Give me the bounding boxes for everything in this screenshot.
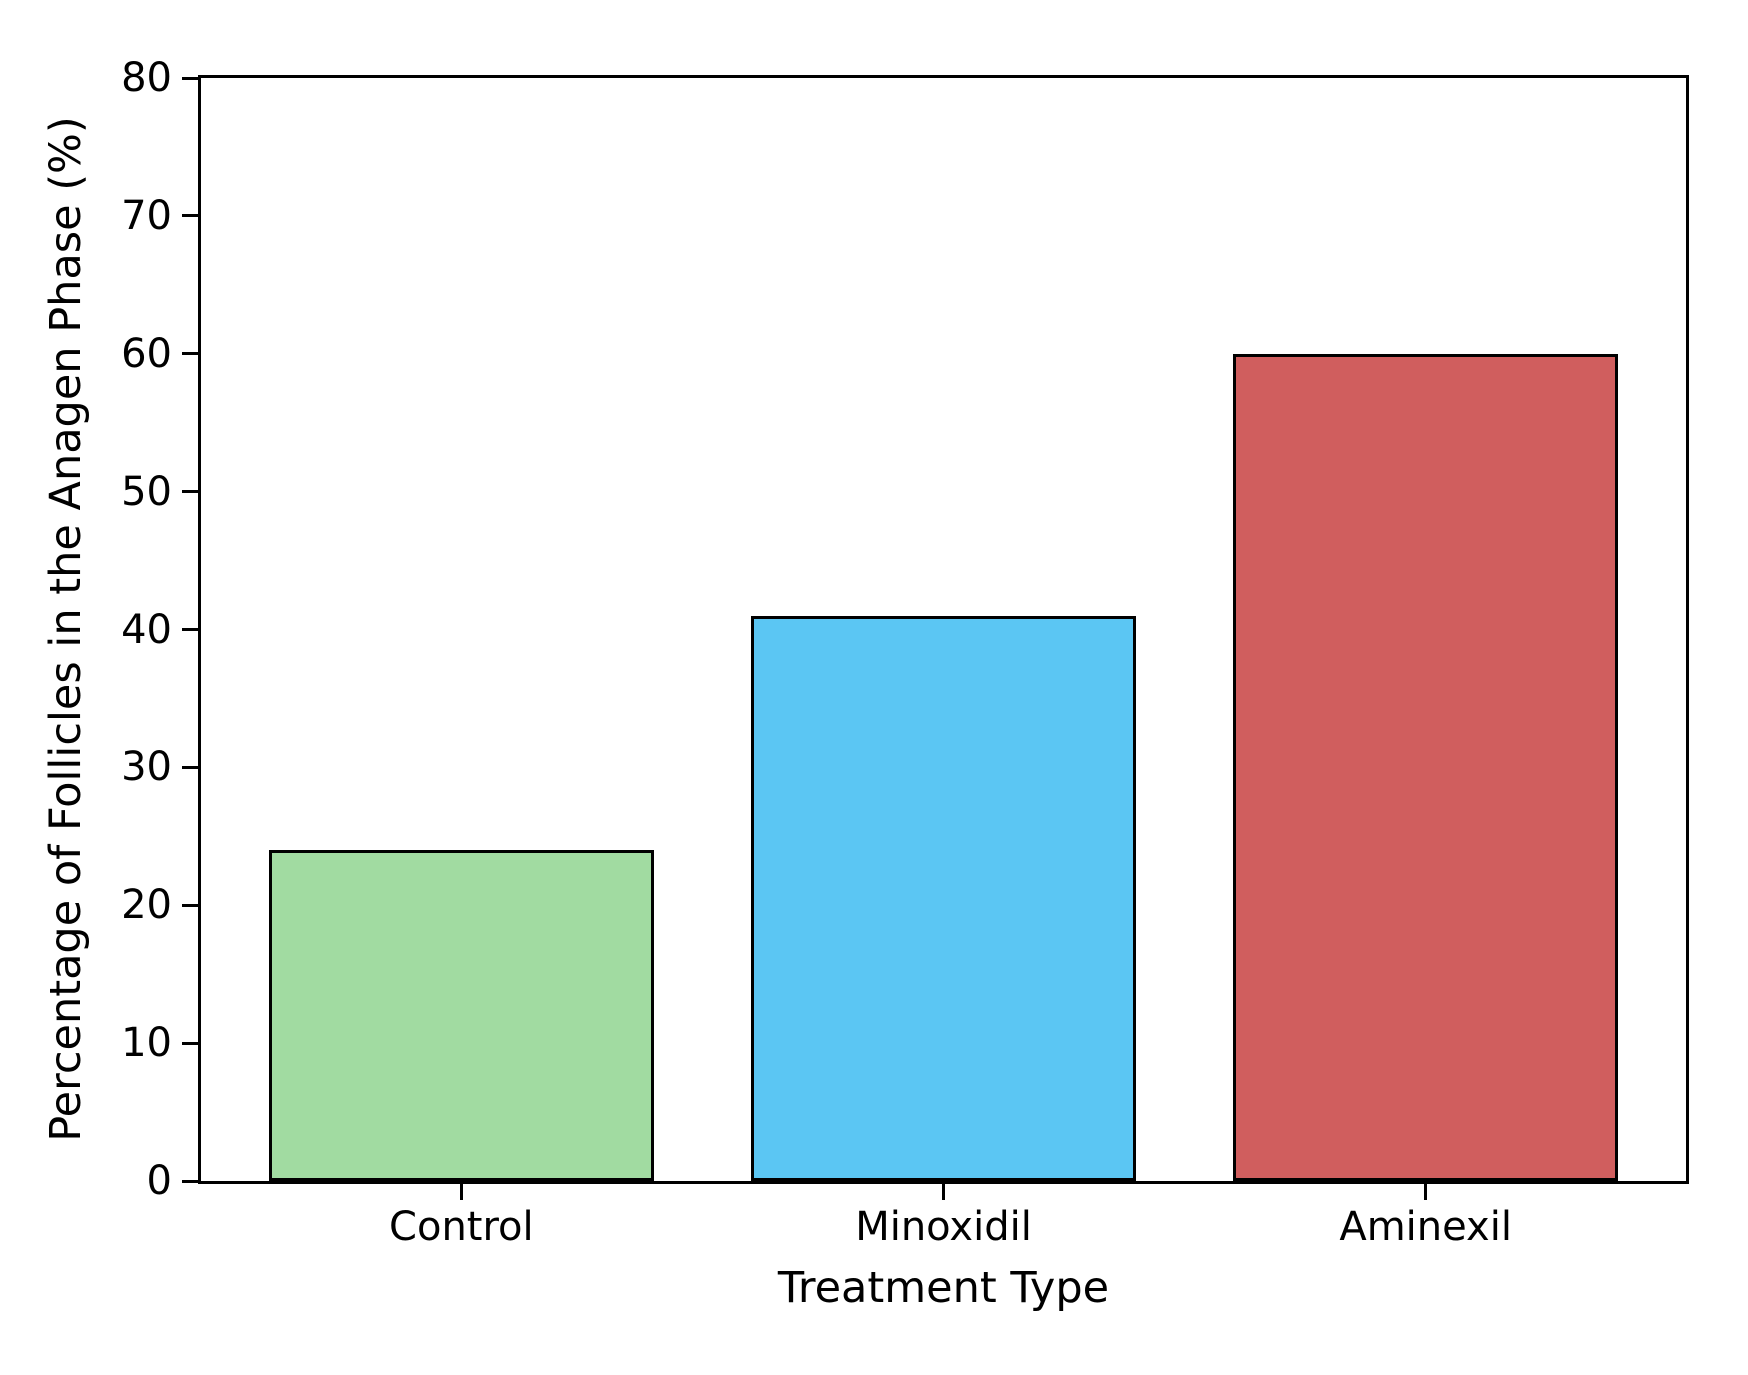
y-tick-mark	[182, 352, 198, 356]
y-tick-label: 60	[121, 330, 172, 377]
x-axis-label: Treatment Type	[777, 1263, 1110, 1313]
x-tick-mark	[1424, 1184, 1428, 1200]
x-tick-label-aminexil: Aminexil	[1339, 1204, 1512, 1250]
y-axis-label: Percentage of Follicles in the Anagen Ph…	[41, 116, 92, 1142]
y-tick-label: 50	[121, 468, 172, 515]
y-tick-mark	[182, 490, 198, 494]
x-tick-label-minoxidil: Minoxidil	[855, 1204, 1032, 1250]
y-tick-mark	[182, 765, 198, 769]
x-tick-mark	[459, 1184, 463, 1200]
y-tick-mark	[182, 628, 198, 631]
y-tick-label: 40	[121, 606, 172, 653]
bar-aminexil	[1232, 353, 1619, 1181]
y-tick-mark	[182, 76, 198, 80]
y-tick-label: 20	[121, 882, 172, 929]
y-tick-label: 10	[121, 1020, 172, 1067]
x-tick-label-control: Control	[389, 1204, 534, 1250]
plot-area: Treatment Type 0 10 20 30 40 50 60 70 80 Control M…	[121, 58, 1689, 1313]
bar-control	[268, 850, 655, 1181]
bar-minoxidil	[750, 615, 1137, 1181]
y-tick-label: 70	[121, 192, 172, 239]
y-tick-label: 0	[146, 1158, 172, 1204]
y-tick-label: 30	[121, 744, 172, 791]
y-tick-mark	[182, 1179, 198, 1183]
y-tick-mark	[182, 214, 198, 218]
y-tick-mark	[182, 1041, 198, 1045]
y-tick-mark	[182, 903, 198, 907]
y-tick-label: 80	[121, 55, 172, 101]
x-tick-mark	[942, 1184, 945, 1200]
